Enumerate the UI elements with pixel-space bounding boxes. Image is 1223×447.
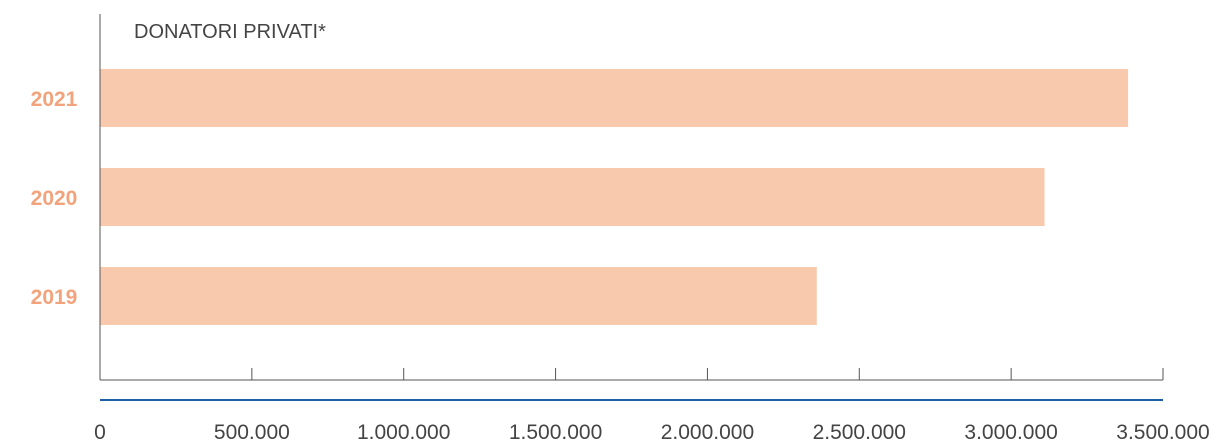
category-label: 2021 [31,88,78,111]
chart-title: DONATORI PRIVATI* [134,21,326,43]
x-tick-label: 1.500.000 [509,421,602,442]
category-label: 2019 [31,286,78,309]
bar-2019 [100,267,817,325]
bar-2020 [100,168,1045,226]
x-tick-label: 3.000.000 [964,421,1057,442]
bar-2021 [100,69,1129,127]
x-tick-label: 2.000.000 [661,421,754,442]
category-label: 2020 [31,187,78,210]
x-tick-label: 0 [94,421,106,442]
x-tick-label: 2.500.000 [813,421,906,442]
x-tick-label: 500.000 [214,421,290,442]
x-tick-label: 1.000.000 [357,421,450,442]
x-tick-label: 3.500.000 [1116,421,1209,442]
